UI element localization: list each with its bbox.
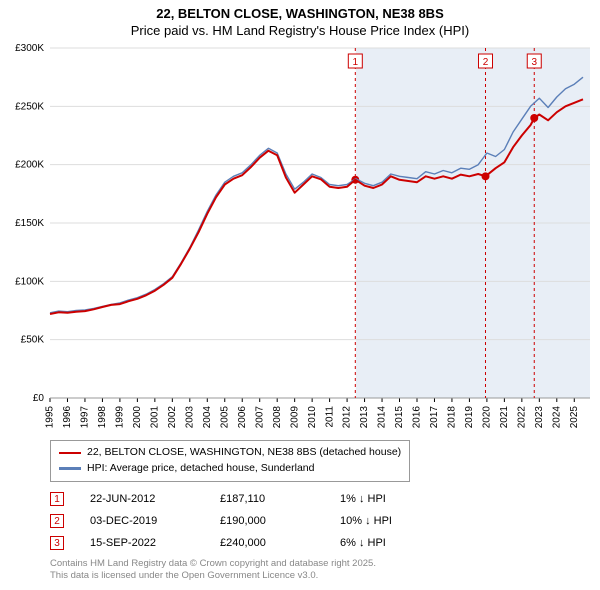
marker-date: 22-JUN-2012: [90, 493, 220, 505]
svg-text:3: 3: [531, 57, 537, 68]
title-line-1: 22, BELTON CLOSE, WASHINGTON, NE38 8BS: [0, 6, 600, 23]
legend-item: 22, BELTON CLOSE, WASHINGTON, NE38 8BS (…: [59, 445, 401, 461]
chart-title: 22, BELTON CLOSE, WASHINGTON, NE38 8BS P…: [0, 0, 600, 40]
svg-text:2000: 2000: [132, 406, 143, 429]
title-line-2: Price paid vs. HM Land Registry's House …: [0, 23, 600, 40]
svg-text:2020: 2020: [482, 406, 493, 429]
svg-text:£50K: £50K: [21, 335, 45, 346]
svg-text:2001: 2001: [149, 406, 160, 429]
svg-text:2008: 2008: [272, 406, 283, 429]
license-text: Contains HM Land Registry data © Crown c…: [50, 558, 376, 582]
marker-price: £190,000: [220, 515, 340, 527]
svg-text:2003: 2003: [184, 406, 195, 429]
svg-text:2014: 2014: [377, 406, 388, 429]
license-line-1: Contains HM Land Registry data © Crown c…: [50, 558, 376, 570]
marker-number: 1: [50, 492, 64, 506]
svg-text:£150K: £150K: [15, 218, 44, 229]
legend: 22, BELTON CLOSE, WASHINGTON, NE38 8BS (…: [50, 440, 410, 482]
svg-text:1995: 1995: [45, 406, 56, 429]
svg-text:£250K: £250K: [15, 101, 44, 112]
legend-label: 22, BELTON CLOSE, WASHINGTON, NE38 8BS (…: [87, 445, 401, 461]
svg-text:2024: 2024: [551, 406, 562, 429]
svg-text:2011: 2011: [324, 406, 335, 428]
svg-text:2023: 2023: [534, 406, 545, 429]
sale-markers-table: 1 22-JUN-2012£187,1101% ↓ HPI 2 03-DEC-2019…: [50, 488, 460, 554]
price-chart: £0£50K£100K£150K£200K£250K£300K199519961…: [50, 48, 590, 398]
marker-diff: 1% ↓ HPI: [340, 493, 460, 505]
marker-price: £187,110: [220, 493, 340, 505]
svg-text:2018: 2018: [447, 406, 458, 429]
legend-swatch: [59, 467, 81, 470]
svg-text:1996: 1996: [62, 406, 73, 429]
svg-text:2010: 2010: [307, 406, 318, 429]
svg-text:£100K: £100K: [15, 276, 44, 287]
svg-text:2004: 2004: [202, 406, 213, 429]
legend-label: HPI: Average price, detached house, Sund…: [87, 461, 314, 477]
marker-row: 2 03-DEC-2019£190,00010% ↓ HPI: [50, 510, 460, 532]
svg-text:2021: 2021: [499, 406, 510, 429]
svg-text:2007: 2007: [254, 406, 265, 429]
svg-text:2015: 2015: [394, 406, 405, 429]
marker-row: 3 15-SEP-2022£240,0006% ↓ HPI: [50, 532, 460, 554]
svg-text:£300K: £300K: [15, 43, 44, 54]
svg-text:2016: 2016: [412, 406, 423, 429]
marker-price: £240,000: [220, 537, 340, 549]
svg-text:1: 1: [353, 57, 359, 68]
legend-item: HPI: Average price, detached house, Sund…: [59, 461, 401, 477]
marker-number: 3: [50, 536, 64, 550]
svg-text:1999: 1999: [115, 406, 126, 429]
svg-text:2002: 2002: [167, 406, 178, 429]
license-line-2: This data is licensed under the Open Gov…: [50, 570, 376, 582]
marker-number: 2: [50, 514, 64, 528]
svg-text:2017: 2017: [429, 406, 440, 429]
svg-text:2013: 2013: [359, 406, 370, 429]
svg-text:2012: 2012: [342, 406, 353, 429]
marker-date: 15-SEP-2022: [90, 537, 220, 549]
marker-diff: 6% ↓ HPI: [340, 537, 460, 549]
svg-text:£0: £0: [33, 393, 45, 404]
svg-text:2005: 2005: [219, 406, 230, 429]
svg-text:2009: 2009: [289, 406, 300, 429]
marker-row: 1 22-JUN-2012£187,1101% ↓ HPI: [50, 488, 460, 510]
legend-swatch: [59, 452, 81, 455]
svg-text:1997: 1997: [80, 406, 91, 429]
svg-text:£200K: £200K: [15, 160, 44, 171]
svg-text:1998: 1998: [97, 406, 108, 429]
marker-date: 03-DEC-2019: [90, 515, 220, 527]
marker-diff: 10% ↓ HPI: [340, 515, 460, 527]
svg-text:2019: 2019: [464, 406, 475, 429]
svg-text:2006: 2006: [237, 406, 248, 429]
svg-text:2: 2: [483, 57, 489, 68]
svg-text:2025: 2025: [569, 406, 580, 429]
svg-text:2022: 2022: [516, 406, 527, 429]
